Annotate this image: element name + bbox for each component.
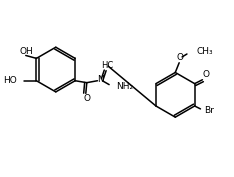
Text: N: N — [97, 75, 104, 84]
Text: O: O — [203, 70, 210, 79]
Text: O: O — [177, 53, 184, 62]
Text: O: O — [83, 94, 90, 103]
Text: NH₂: NH₂ — [116, 82, 133, 91]
Text: OH: OH — [20, 47, 34, 56]
Text: HC: HC — [101, 61, 113, 70]
Text: CH₃: CH₃ — [197, 47, 213, 56]
Text: Br: Br — [204, 106, 214, 115]
Text: HO: HO — [3, 76, 17, 85]
